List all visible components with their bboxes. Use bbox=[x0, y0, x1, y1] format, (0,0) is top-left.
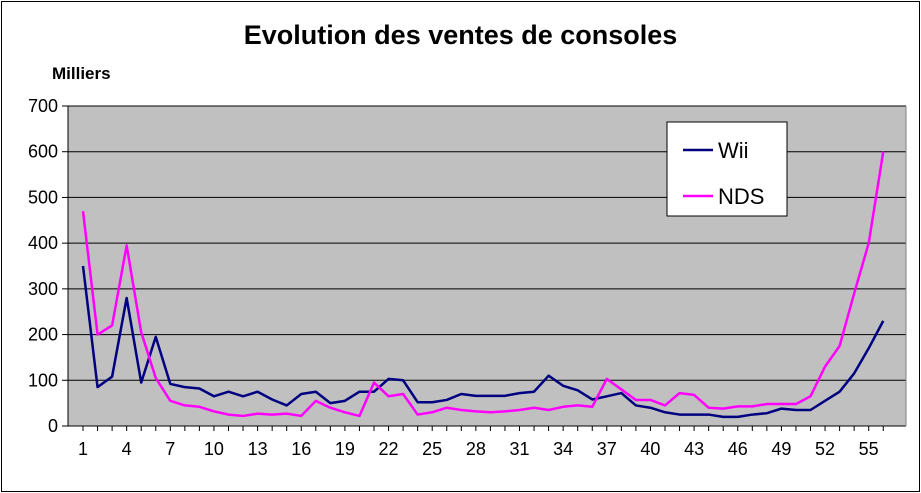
y-tick-label: 300 bbox=[28, 279, 58, 299]
x-tick-label: 43 bbox=[684, 439, 704, 459]
chart-title: Evolution des ventes de consoles bbox=[243, 20, 678, 50]
series-line-nds bbox=[81, 151, 885, 418]
x-tick-label: 31 bbox=[509, 439, 529, 459]
legend: Wii NDS bbox=[666, 121, 788, 217]
x-tick-label: 37 bbox=[597, 439, 617, 459]
x-tick-label: 7 bbox=[165, 439, 175, 459]
x-tick-label: 46 bbox=[728, 439, 748, 459]
x-tick-label: 4 bbox=[122, 439, 132, 459]
x-axis-ticks: 1 4 7 10 13 16 19 22 25 28 31 34 37 40 43 46 49 52 55 bbox=[78, 426, 884, 459]
legend-label-wii: Wii bbox=[718, 138, 749, 163]
x-tick-label: 25 bbox=[422, 439, 442, 459]
x-tick-label: 52 bbox=[815, 439, 835, 459]
axes bbox=[67, 106, 907, 427]
y-tick-label: 500 bbox=[28, 187, 58, 207]
x-tick-label: 28 bbox=[466, 439, 486, 459]
y-tick-label: 0 bbox=[48, 416, 58, 436]
x-tick-label: 49 bbox=[771, 439, 791, 459]
legend-box bbox=[666, 121, 788, 217]
x-tick-label: 13 bbox=[248, 439, 268, 459]
series-lines bbox=[81, 151, 885, 419]
x-tick-label: 55 bbox=[859, 439, 879, 459]
legend-label-nds: NDS bbox=[718, 184, 764, 209]
y-tick-label: 400 bbox=[28, 233, 58, 253]
x-tick-label: 34 bbox=[553, 439, 573, 459]
y-axis-ticks: 0 100 200 300 400 500 600 700 bbox=[28, 96, 68, 436]
y-tick-label: 200 bbox=[28, 325, 58, 345]
y-tick-label: 700 bbox=[28, 96, 58, 116]
y-tick-label: 600 bbox=[28, 142, 58, 162]
x-tick-label: 10 bbox=[204, 439, 224, 459]
x-tick-label: 19 bbox=[335, 439, 355, 459]
grid-lines bbox=[68, 105, 906, 381]
series-line-wii bbox=[81, 265, 885, 419]
y-axis-unit-label: Milliers bbox=[52, 64, 111, 83]
x-tick-label: 16 bbox=[291, 439, 311, 459]
y-tick-label: 100 bbox=[28, 370, 58, 390]
x-tick-label: 1 bbox=[78, 439, 88, 459]
x-tick-label: 22 bbox=[379, 439, 399, 459]
x-tick-label: 40 bbox=[640, 439, 660, 459]
